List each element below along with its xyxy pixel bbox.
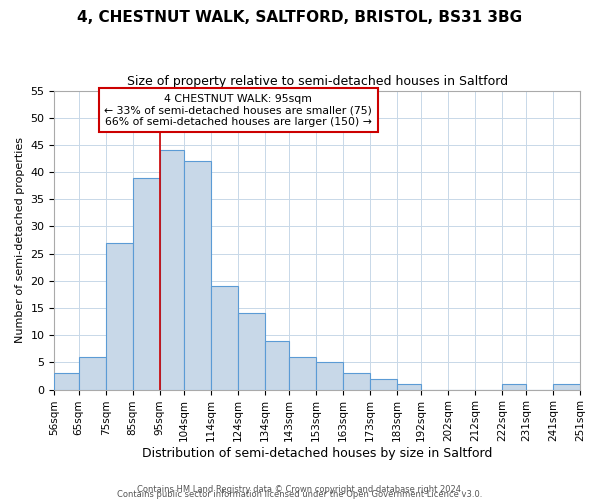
Bar — [553, 384, 580, 390]
Bar — [238, 314, 265, 390]
Bar — [316, 362, 343, 390]
Bar — [133, 178, 160, 390]
Text: 4, CHESTNUT WALK, SALTFORD, BRISTOL, BS31 3BG: 4, CHESTNUT WALK, SALTFORD, BRISTOL, BS3… — [77, 10, 523, 25]
Bar — [397, 384, 421, 390]
Y-axis label: Number of semi-detached properties: Number of semi-detached properties — [15, 137, 25, 343]
Text: 4 CHESTNUT WALK: 95sqm
← 33% of semi-detached houses are smaller (75)
66% of sem: 4 CHESTNUT WALK: 95sqm ← 33% of semi-det… — [104, 94, 372, 126]
Title: Size of property relative to semi-detached houses in Saltford: Size of property relative to semi-detach… — [127, 75, 508, 88]
Bar — [79, 357, 106, 390]
Bar — [160, 150, 184, 390]
Bar — [106, 243, 133, 390]
Bar — [265, 340, 289, 390]
X-axis label: Distribution of semi-detached houses by size in Saltford: Distribution of semi-detached houses by … — [142, 447, 493, 460]
Bar — [55, 374, 79, 390]
Text: Contains HM Land Registry data © Crown copyright and database right 2024.: Contains HM Land Registry data © Crown c… — [137, 484, 463, 494]
Bar — [184, 161, 211, 390]
Bar — [502, 384, 526, 390]
Bar — [289, 357, 316, 390]
Text: Contains public sector information licensed under the Open Government Licence v3: Contains public sector information licen… — [118, 490, 482, 499]
Bar — [370, 378, 397, 390]
Bar — [343, 374, 370, 390]
Bar — [211, 286, 238, 390]
